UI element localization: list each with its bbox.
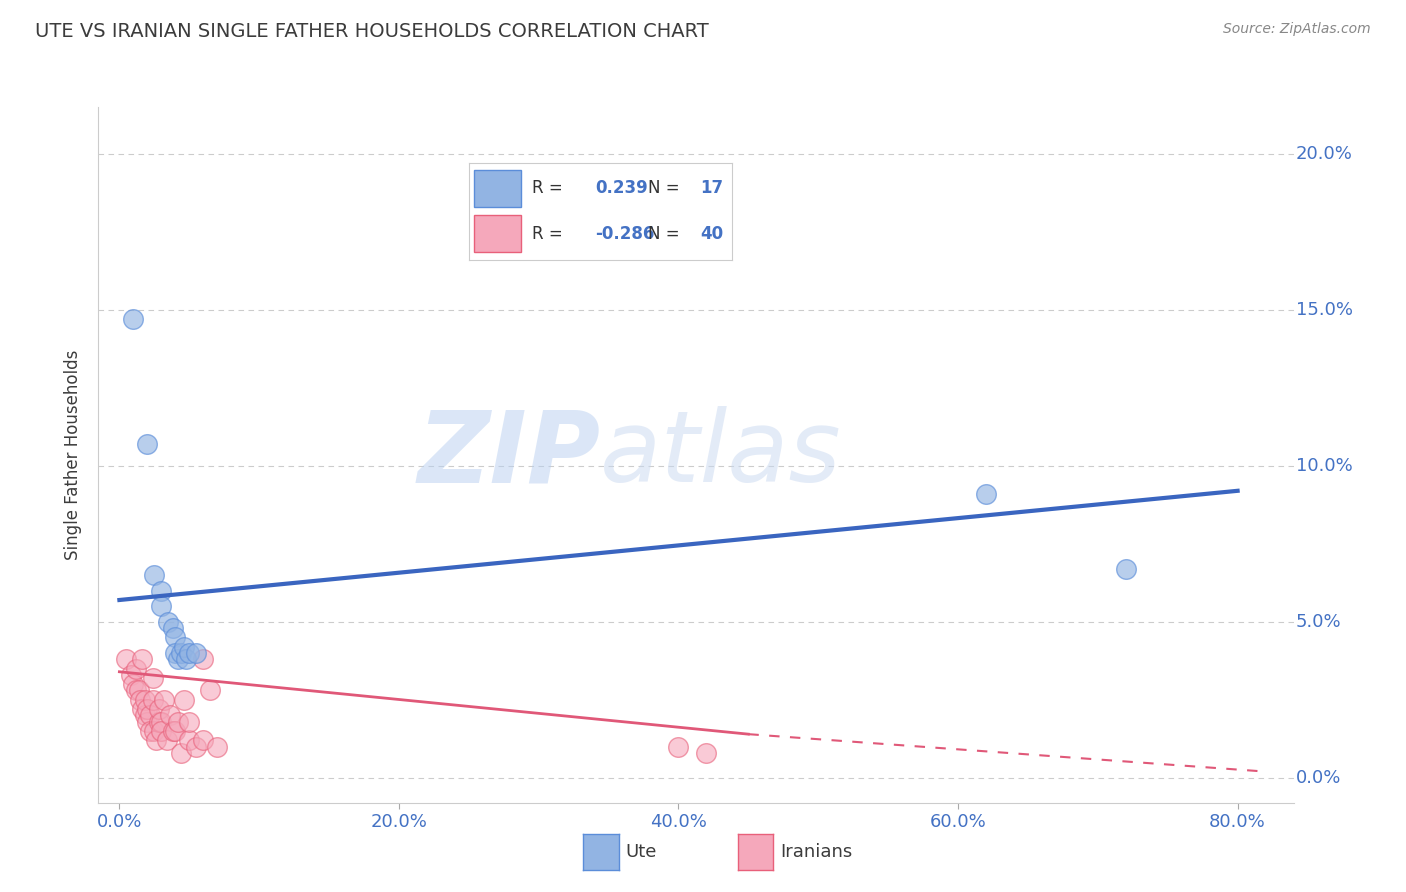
Text: ZIP: ZIP (418, 407, 600, 503)
Point (136, 702, 159, 716)
Point (115, 652, 138, 666)
Point (142, 671, 165, 685)
Text: 0.0%: 0.0% (1296, 769, 1341, 787)
Point (145, 733, 167, 747)
Point (143, 568, 166, 582)
Point (148, 702, 170, 716)
Bar (474, 169, 522, 207)
Point (157, 615, 180, 629)
Point (179, 714, 201, 729)
Text: 15.0%: 15.0% (1296, 301, 1353, 318)
Text: 10.0%: 10.0% (1296, 457, 1353, 475)
Point (143, 724, 166, 739)
Point (156, 733, 179, 747)
Point (186, 646, 208, 660)
Point (150, 724, 173, 739)
Point (1115, 562, 1137, 576)
Point (200, 683, 222, 698)
Point (167, 652, 190, 666)
Text: 20.0%: 20.0% (1296, 145, 1353, 163)
Point (150, 583, 173, 598)
Point (125, 662, 148, 676)
Point (173, 693, 195, 707)
Text: UTE VS IRANIAN SINGLE FATHER HOUSEHOLDS CORRELATION CHART: UTE VS IRANIAN SINGLE FATHER HOUSEHOLDS … (35, 22, 709, 41)
Text: R =: R = (531, 179, 568, 197)
Point (139, 708, 162, 723)
Point (165, 646, 187, 660)
Point (134, 693, 156, 707)
Text: Ute: Ute (626, 843, 657, 861)
Text: 40: 40 (700, 225, 724, 243)
Point (125, 683, 148, 698)
Point (128, 683, 150, 698)
Point (148, 714, 170, 729)
Point (193, 652, 215, 666)
Point (170, 646, 193, 660)
Point (136, 437, 159, 451)
Point (173, 640, 195, 654)
Bar (474, 215, 522, 252)
Point (129, 693, 152, 707)
Text: -0.286: -0.286 (595, 225, 654, 243)
Point (136, 714, 159, 729)
Point (186, 739, 208, 754)
Point (974, 487, 997, 501)
Point (167, 714, 190, 729)
Text: N =: N = (648, 179, 685, 197)
Text: 17: 17 (700, 179, 724, 197)
Point (668, 739, 690, 754)
Point (695, 746, 717, 760)
Point (153, 693, 176, 707)
Point (122, 312, 145, 326)
Point (134, 708, 156, 723)
Text: atlas: atlas (600, 407, 842, 503)
Text: R =: R = (531, 225, 568, 243)
Point (131, 702, 153, 716)
Text: Iranians: Iranians (780, 843, 852, 861)
Point (120, 668, 142, 682)
Point (162, 621, 184, 635)
Point (162, 724, 184, 739)
Point (179, 646, 201, 660)
Point (139, 724, 162, 739)
Point (142, 693, 165, 707)
Text: 0.239: 0.239 (595, 179, 648, 197)
Point (122, 677, 145, 691)
Point (179, 733, 201, 747)
Point (193, 733, 215, 747)
Point (150, 714, 173, 729)
Point (165, 631, 187, 645)
Point (150, 599, 173, 614)
Point (176, 652, 198, 666)
Point (131, 652, 153, 666)
Text: 5.0%: 5.0% (1296, 613, 1341, 631)
Point (170, 746, 193, 760)
Point (207, 739, 229, 754)
Y-axis label: Single Father Households: Single Father Households (65, 350, 83, 560)
Text: Source: ZipAtlas.com: Source: ZipAtlas.com (1223, 22, 1371, 37)
Text: N =: N = (648, 225, 685, 243)
Point (159, 708, 181, 723)
Point (165, 724, 187, 739)
